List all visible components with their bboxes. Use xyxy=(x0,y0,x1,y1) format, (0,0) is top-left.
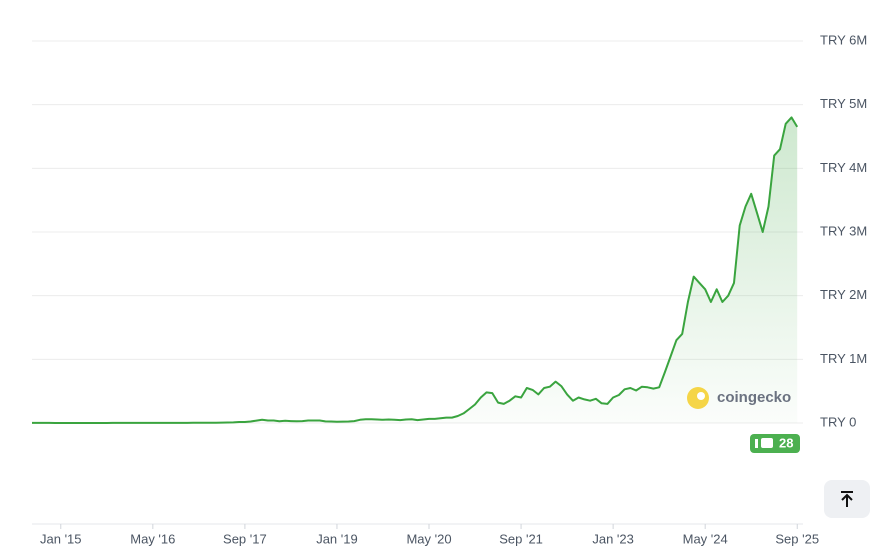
x-tick-label: Sep '25 xyxy=(775,531,819,546)
x-tick-label: Jan '23 xyxy=(592,531,634,546)
watermark-text: coingecko xyxy=(717,389,791,406)
scroll-top-icon xyxy=(841,491,853,507)
x-tick-label: May '24 xyxy=(683,531,728,546)
watermark: coingecko xyxy=(687,387,791,409)
scroll-top-button[interactable] xyxy=(824,480,870,518)
logo-eye xyxy=(697,392,705,400)
x-tick-label: May '16 xyxy=(130,531,175,546)
x-tick-label: Jan '15 xyxy=(40,531,82,546)
badge-icon xyxy=(761,438,773,448)
x-tick-label: May '20 xyxy=(406,531,451,546)
price-line xyxy=(32,116,799,424)
x-tick-label: Jan '19 xyxy=(316,531,358,546)
y-tick-label: TRY 0 xyxy=(820,414,856,429)
y-tick-label: TRY 4M xyxy=(820,160,867,175)
area xyxy=(32,117,798,424)
badge-text: 28 xyxy=(779,435,793,450)
y-tick-label: TRY 5M xyxy=(820,96,867,111)
y-tick-label: TRY 6M xyxy=(820,32,867,47)
grid: TRY 0 TRY 1M TRY 2M TRY 3M TRY 4M TRY 5M TRY 6… xyxy=(32,32,867,546)
x-tick-label: Sep '21 xyxy=(499,531,543,546)
y-tick-label: TRY 2M xyxy=(820,287,867,302)
x-tick-label: Sep '17 xyxy=(223,531,267,546)
series xyxy=(32,116,799,424)
badge: 28 xyxy=(750,434,800,453)
y-tick-label: TRY 3M xyxy=(820,223,867,238)
badge-icon xyxy=(755,439,758,448)
y-tick-label: TRY 1M xyxy=(820,351,867,366)
